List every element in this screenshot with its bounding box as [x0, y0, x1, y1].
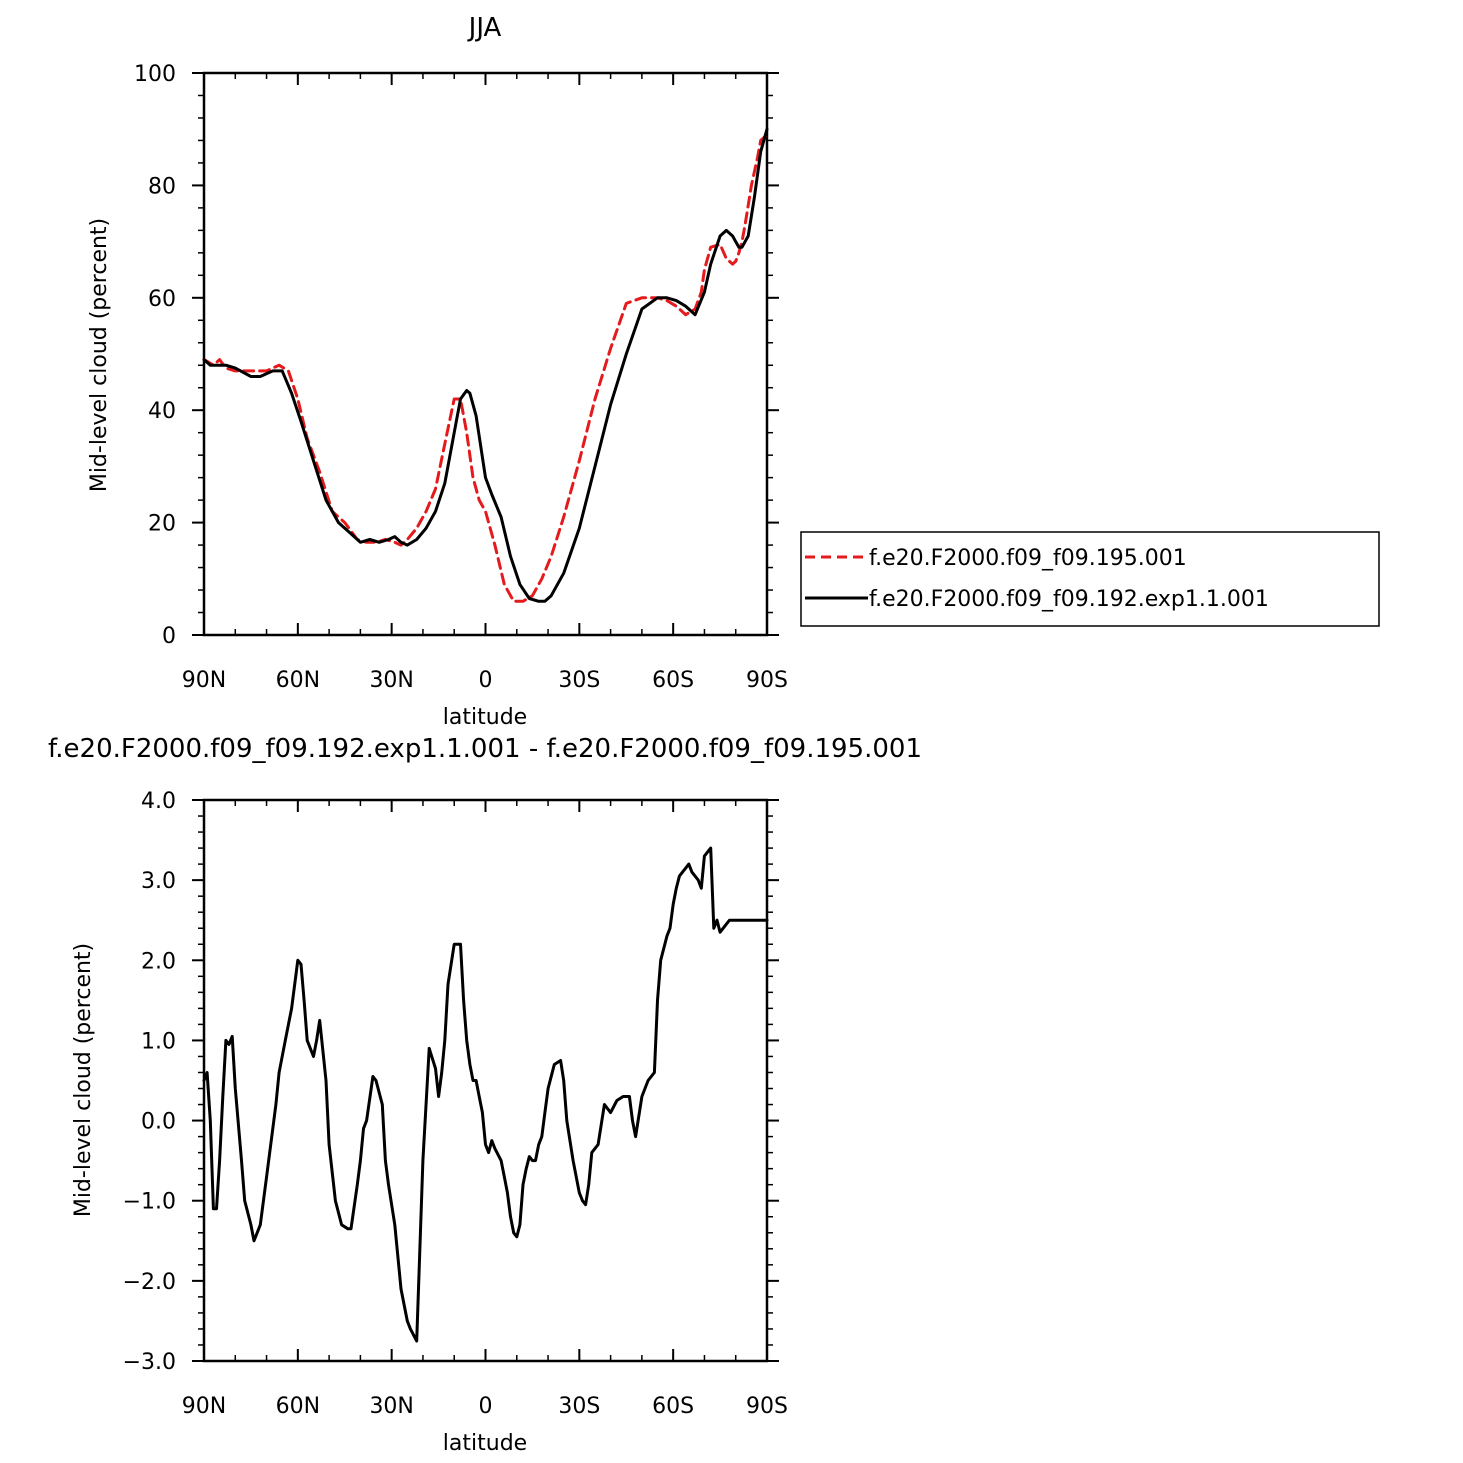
- legend-label-control: f.e20.F2000.f09_f09.195.001: [869, 546, 1187, 571]
- top-x-axis-title: latitude: [443, 705, 527, 730]
- x-tick-label: 60N: [276, 1394, 320, 1419]
- series-line-control: [202, 133, 769, 603]
- x-tick-label: 0: [479, 668, 493, 693]
- bottom-panel: f.e20.F2000.f09_f09.192.exp1.1.001 - f.e…: [48, 734, 922, 1456]
- y-tick-label: 3.0: [141, 869, 176, 894]
- x-tick-label: 0: [479, 1394, 493, 1419]
- legend-box: [800, 531, 1380, 627]
- bottom-axes: 90N 60N 30N 0 30S 60S 90S −3.0 −2.0 −1.0 0.0 1.0 2.0…: [123, 789, 788, 1419]
- top-panel: JJA 90N 60N 30N 0 30S 60S 90S 0 20 40 60 80 100 lati…: [87, 13, 1380, 730]
- x-tick-label: 30S: [558, 668, 600, 693]
- x-tick-label: 60S: [652, 668, 694, 693]
- x-tick-label: 90S: [746, 668, 788, 693]
- plot-frame: [202, 798, 769, 1363]
- x-tick-label: 30N: [369, 1394, 413, 1419]
- x-tick-label: 60S: [652, 1394, 694, 1419]
- x-tick-label: 30S: [558, 1394, 600, 1419]
- y-tick-label: −3.0: [123, 1350, 176, 1375]
- y-tick-label: 100: [134, 62, 176, 87]
- y-tick-label: 1.0: [141, 1029, 176, 1054]
- top-series-lines: [202, 127, 769, 603]
- x-tick-label: 90S: [746, 1394, 788, 1419]
- top-axes: 90N 60N 30N 0 30S 60S 90S 0 20 40 60 80 100: [134, 62, 788, 693]
- y-tick-label: 4.0: [141, 789, 176, 814]
- top-chart-title: JJA: [467, 13, 502, 43]
- plot-frame: [202, 71, 769, 637]
- x-tick-label: 30N: [369, 668, 413, 693]
- x-tick-label: 90N: [182, 668, 226, 693]
- y-tick-label: 80: [148, 174, 176, 199]
- y-tick-label: 0: [162, 624, 176, 649]
- x-tick-label: 60N: [276, 668, 320, 693]
- y-tick-label: 40: [148, 399, 176, 424]
- bottom-series-lines: [202, 846, 769, 1343]
- y-tick-label: −1.0: [123, 1190, 176, 1215]
- y-tick-label: 2.0: [141, 949, 176, 974]
- bottom-x-axis-title: latitude: [443, 1431, 527, 1456]
- legend-label-experiment: f.e20.F2000.f09_f09.192.exp1.1.001: [869, 587, 1269, 612]
- series-line-experiment: [202, 127, 769, 603]
- bottom-y-axis-title: Mid-level cloud (percent): [71, 943, 96, 1217]
- bottom-chart-title: f.e20.F2000.f09_f09.192.exp1.1.001 - f.e…: [48, 734, 922, 764]
- y-tick-label: 0.0: [141, 1110, 176, 1135]
- x-tick-label: 90N: [182, 1394, 226, 1419]
- series-line-difference: [202, 846, 769, 1343]
- y-tick-label: 60: [148, 287, 176, 312]
- top-y-axis-title: Mid-level cloud (percent): [87, 218, 112, 492]
- y-tick-label: 20: [148, 512, 176, 537]
- y-tick-label: −2.0: [123, 1270, 176, 1295]
- legend: f.e20.F2000.f09_f09.195.001 f.e20.F2000.…: [800, 531, 1380, 627]
